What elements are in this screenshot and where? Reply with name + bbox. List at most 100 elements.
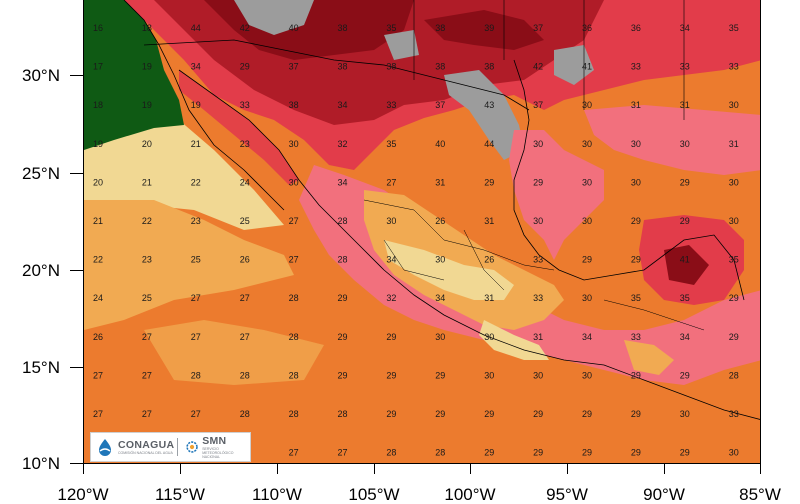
grid-value: 30: [289, 177, 299, 187]
lon-label-120w: 120°W: [57, 485, 109, 504]
grid-value: 16: [93, 23, 103, 33]
grid-value: 31: [680, 100, 690, 110]
us-mexico-border: [143, 39, 530, 111]
grid-value: 35: [680, 293, 690, 303]
grid-value: 20: [142, 139, 152, 149]
grid-value: 30: [631, 139, 641, 149]
grid-value: 29: [484, 177, 494, 187]
grid-value: 30: [533, 139, 543, 149]
grid-value: 36: [631, 23, 641, 33]
grid-value: 36: [582, 23, 592, 33]
grid-value: 20: [93, 177, 103, 187]
grid-value: 22: [191, 177, 201, 187]
grid-value: 29: [631, 370, 641, 380]
land-ultra-north-central: [424, 10, 544, 50]
grid-value: 39: [484, 23, 494, 33]
y-tick-20n: [70, 270, 83, 271]
grid-value: 30: [680, 409, 690, 419]
grid-value: 38: [338, 23, 348, 33]
grid-value: 29: [435, 409, 445, 419]
grid-value: 28: [289, 370, 299, 380]
y-tick-15n: [70, 367, 83, 368]
grid-value: 38: [386, 62, 396, 72]
grid-value: 33: [729, 409, 739, 419]
grid-value: 27: [142, 370, 152, 380]
pacific-mild-zone: [84, 200, 294, 330]
grid-value: 27: [191, 332, 201, 342]
x-tick-115w: [180, 464, 181, 474]
x-tick-90w: [664, 464, 665, 474]
grid-value: 34: [338, 177, 348, 187]
lon-label-90w: 90°W: [643, 485, 685, 504]
grid-value: 26: [240, 255, 250, 265]
grid-value: 30: [582, 100, 592, 110]
grid-value: 29: [680, 370, 690, 380]
grid-value: 29: [582, 255, 592, 265]
grid-value: 29: [533, 177, 543, 187]
grid-value: 26: [484, 255, 494, 265]
conagua-name: CONAGUA: [118, 438, 175, 451]
grid-value: 40: [435, 139, 445, 149]
guatemala-highlands: [624, 340, 674, 375]
grid-value: 27: [338, 448, 348, 458]
grid-value: 30: [729, 448, 739, 458]
y-tick-25n: [70, 173, 83, 174]
grid-value: 28: [729, 370, 739, 380]
grid-value: 19: [191, 100, 201, 110]
y-tick-10n: [70, 463, 83, 464]
grid-value: 30: [582, 293, 592, 303]
grid-value: 38: [289, 100, 299, 110]
grid-value: 37: [289, 62, 299, 72]
grid-value: 29: [386, 370, 396, 380]
grid-value: 25: [191, 255, 201, 265]
grid-value: 22: [93, 255, 103, 265]
grid-value: 27: [386, 177, 396, 187]
yucatan-ultra: [664, 245, 709, 285]
grid-value: 18: [93, 100, 103, 110]
grid-value: 31: [729, 139, 739, 149]
grid-value: 29: [729, 293, 739, 303]
grid-value: 29: [386, 332, 396, 342]
state-borders-mexico: [363, 199, 705, 331]
grid-value: 34: [386, 255, 396, 265]
grid-value: 31: [533, 332, 543, 342]
lon-label-115w: 115°W: [155, 485, 205, 504]
grid-value: 27: [93, 409, 103, 419]
grid-value: 37: [435, 100, 445, 110]
grid-value: 31: [435, 177, 445, 187]
map-canvas: 16 18 44 42 40 38 35 38 39 37 36 36 34 35 34 17 19 34 29 37…: [84, 0, 760, 463]
grid-value: 19: [142, 100, 152, 110]
grid-value: 21: [142, 177, 152, 187]
grid-value: 32: [386, 293, 396, 303]
grid-value: 35: [729, 255, 739, 265]
grid-value: 30: [435, 255, 445, 265]
grid-value: 29: [435, 370, 445, 380]
pacific-cold-zone: [84, 0, 184, 150]
grid-value: 27: [240, 293, 250, 303]
gulf-coast-hot: [509, 130, 604, 260]
grid-value: 17: [93, 62, 103, 72]
grid-value: 44: [191, 23, 201, 33]
grid-value: 38: [435, 62, 445, 72]
grid-value: 34: [338, 100, 348, 110]
state-borders-north: [413, 0, 685, 120]
grid-value: 28: [435, 448, 445, 458]
southern-highlands-cool: [479, 320, 549, 360]
grid-value: 33: [386, 100, 396, 110]
grid-value: 23: [240, 139, 250, 149]
peak-zone-newmexico: [384, 30, 419, 60]
grid-value: 34: [582, 332, 592, 342]
grid-value: 37: [533, 23, 543, 33]
conagua-drop-icon: [99, 439, 111, 456]
grid-value: 35: [631, 293, 641, 303]
grid-value: 19: [93, 139, 103, 149]
grid-value: 29: [680, 177, 690, 187]
grid-value: 28: [289, 332, 299, 342]
grid-value: 29: [631, 409, 641, 419]
grid-value: 33: [240, 100, 250, 110]
grid-value: 30: [729, 177, 739, 187]
grid-value: 30: [484, 332, 494, 342]
grid-value: 25: [142, 293, 152, 303]
grid-value: 30: [729, 216, 739, 226]
grid-value: 28: [338, 409, 348, 419]
